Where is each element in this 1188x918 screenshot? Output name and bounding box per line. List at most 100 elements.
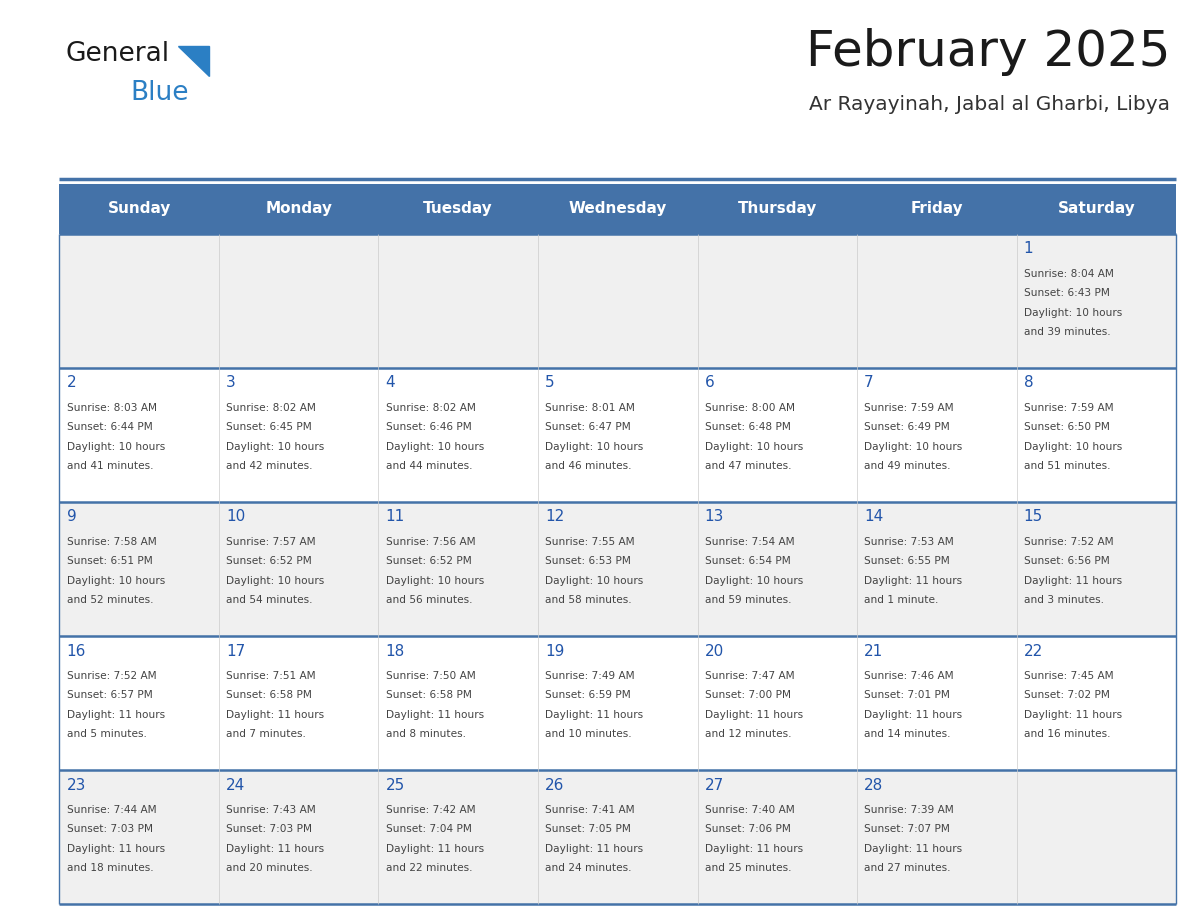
Text: and 47 minutes.: and 47 minutes. — [704, 461, 791, 471]
Text: Sunset: 6:58 PM: Sunset: 6:58 PM — [386, 690, 472, 700]
Text: Daylight: 10 hours: Daylight: 10 hours — [1024, 308, 1121, 318]
Text: 1: 1 — [1024, 241, 1034, 256]
Text: and 46 minutes.: and 46 minutes. — [545, 461, 632, 471]
Text: 19: 19 — [545, 644, 564, 658]
Text: Sunset: 6:44 PM: Sunset: 6:44 PM — [67, 422, 152, 432]
Text: Daylight: 10 hours: Daylight: 10 hours — [545, 442, 644, 452]
Text: Daylight: 11 hours: Daylight: 11 hours — [67, 844, 165, 854]
Text: and 7 minutes.: and 7 minutes. — [226, 729, 307, 739]
Text: Wednesday: Wednesday — [569, 201, 666, 217]
Text: Daylight: 10 hours: Daylight: 10 hours — [386, 442, 484, 452]
Text: Sunrise: 7:51 AM: Sunrise: 7:51 AM — [226, 671, 316, 681]
Text: Sunrise: 7:46 AM: Sunrise: 7:46 AM — [864, 671, 954, 681]
Text: Sunset: 6:46 PM: Sunset: 6:46 PM — [386, 422, 472, 432]
Text: and 12 minutes.: and 12 minutes. — [704, 729, 791, 739]
Text: 22: 22 — [1024, 644, 1043, 658]
Bar — [59, 636, 1176, 770]
Text: Sunrise: 7:52 AM: Sunrise: 7:52 AM — [1024, 537, 1113, 547]
Text: Daylight: 11 hours: Daylight: 11 hours — [545, 710, 643, 720]
Text: and 20 minutes.: and 20 minutes. — [226, 863, 312, 873]
Text: Sunrise: 7:59 AM: Sunrise: 7:59 AM — [1024, 403, 1113, 413]
Text: 12: 12 — [545, 509, 564, 524]
Text: 17: 17 — [226, 644, 245, 658]
Text: Daylight: 11 hours: Daylight: 11 hours — [386, 844, 484, 854]
Text: and 18 minutes.: and 18 minutes. — [67, 863, 153, 873]
Text: and 39 minutes.: and 39 minutes. — [1024, 327, 1111, 337]
Text: 5: 5 — [545, 375, 555, 390]
Text: Daylight: 10 hours: Daylight: 10 hours — [226, 576, 324, 586]
Text: and 8 minutes.: and 8 minutes. — [386, 729, 466, 739]
Text: February 2025: February 2025 — [805, 28, 1170, 75]
Text: 21: 21 — [864, 644, 884, 658]
Text: Sunrise: 7:57 AM: Sunrise: 7:57 AM — [226, 537, 316, 547]
Text: 25: 25 — [386, 778, 405, 792]
Text: Sunset: 6:52 PM: Sunset: 6:52 PM — [386, 556, 472, 566]
Text: Daylight: 10 hours: Daylight: 10 hours — [704, 576, 803, 586]
Text: and 16 minutes.: and 16 minutes. — [1024, 729, 1111, 739]
Text: 11: 11 — [386, 509, 405, 524]
Text: Sunrise: 7:45 AM: Sunrise: 7:45 AM — [1024, 671, 1113, 681]
Text: 26: 26 — [545, 778, 564, 792]
Text: Sunrise: 8:03 AM: Sunrise: 8:03 AM — [67, 403, 157, 413]
Text: Sunset: 6:51 PM: Sunset: 6:51 PM — [67, 556, 152, 566]
Text: Tuesday: Tuesday — [423, 201, 493, 217]
Text: Sunrise: 8:04 AM: Sunrise: 8:04 AM — [1024, 269, 1113, 279]
Text: Sunset: 7:00 PM: Sunset: 7:00 PM — [704, 690, 791, 700]
Text: Sunrise: 7:49 AM: Sunrise: 7:49 AM — [545, 671, 634, 681]
Text: 7: 7 — [864, 375, 874, 390]
Text: 9: 9 — [67, 509, 76, 524]
Text: and 58 minutes.: and 58 minutes. — [545, 595, 632, 605]
Text: Thursday: Thursday — [738, 201, 817, 217]
Text: and 24 minutes.: and 24 minutes. — [545, 863, 632, 873]
Text: and 10 minutes.: and 10 minutes. — [545, 729, 632, 739]
Text: 2: 2 — [67, 375, 76, 390]
Text: Daylight: 10 hours: Daylight: 10 hours — [545, 576, 644, 586]
Text: Sunset: 7:07 PM: Sunset: 7:07 PM — [864, 824, 950, 834]
Text: 14: 14 — [864, 509, 884, 524]
Text: Daylight: 11 hours: Daylight: 11 hours — [545, 844, 643, 854]
Text: Sunset: 7:03 PM: Sunset: 7:03 PM — [226, 824, 312, 834]
Text: Sunset: 7:05 PM: Sunset: 7:05 PM — [545, 824, 631, 834]
Text: Sunrise: 7:56 AM: Sunrise: 7:56 AM — [386, 537, 475, 547]
Text: Sunrise: 7:47 AM: Sunrise: 7:47 AM — [704, 671, 795, 681]
Text: Ar Rayayinah, Jabal al Gharbi, Libya: Ar Rayayinah, Jabal al Gharbi, Libya — [809, 95, 1170, 114]
Text: Daylight: 11 hours: Daylight: 11 hours — [1024, 576, 1121, 586]
Text: and 22 minutes.: and 22 minutes. — [386, 863, 472, 873]
Text: Sunset: 6:49 PM: Sunset: 6:49 PM — [864, 422, 950, 432]
Text: 16: 16 — [67, 644, 86, 658]
Text: and 1 minute.: and 1 minute. — [864, 595, 939, 605]
Text: Sunset: 6:59 PM: Sunset: 6:59 PM — [545, 690, 631, 700]
Text: Friday: Friday — [910, 201, 963, 217]
Text: Daylight: 11 hours: Daylight: 11 hours — [864, 844, 962, 854]
Text: Saturday: Saturday — [1057, 201, 1136, 217]
Text: 6: 6 — [704, 375, 714, 390]
Text: Sunrise: 7:53 AM: Sunrise: 7:53 AM — [864, 537, 954, 547]
Text: Sunset: 6:50 PM: Sunset: 6:50 PM — [1024, 422, 1110, 432]
Text: Sunset: 6:55 PM: Sunset: 6:55 PM — [864, 556, 950, 566]
Text: Sunrise: 8:01 AM: Sunrise: 8:01 AM — [545, 403, 636, 413]
Text: Daylight: 11 hours: Daylight: 11 hours — [704, 710, 803, 720]
Text: Daylight: 11 hours: Daylight: 11 hours — [864, 710, 962, 720]
Text: General: General — [65, 41, 170, 67]
Text: 13: 13 — [704, 509, 723, 524]
Text: Sunrise: 7:59 AM: Sunrise: 7:59 AM — [864, 403, 954, 413]
Text: Sunrise: 7:54 AM: Sunrise: 7:54 AM — [704, 537, 795, 547]
Text: and 44 minutes.: and 44 minutes. — [386, 461, 472, 471]
Text: Daylight: 10 hours: Daylight: 10 hours — [864, 442, 962, 452]
Text: Daylight: 10 hours: Daylight: 10 hours — [67, 576, 165, 586]
Text: and 54 minutes.: and 54 minutes. — [226, 595, 312, 605]
Text: Sunset: 6:47 PM: Sunset: 6:47 PM — [545, 422, 631, 432]
Text: Sunset: 7:04 PM: Sunset: 7:04 PM — [386, 824, 472, 834]
Text: Sunrise: 7:44 AM: Sunrise: 7:44 AM — [67, 805, 156, 815]
Text: and 56 minutes.: and 56 minutes. — [386, 595, 472, 605]
Text: Daylight: 10 hours: Daylight: 10 hours — [67, 442, 165, 452]
Text: 27: 27 — [704, 778, 723, 792]
Text: Daylight: 11 hours: Daylight: 11 hours — [386, 710, 484, 720]
Text: Sunset: 6:57 PM: Sunset: 6:57 PM — [67, 690, 152, 700]
Text: Daylight: 11 hours: Daylight: 11 hours — [67, 710, 165, 720]
Text: and 14 minutes.: and 14 minutes. — [864, 729, 950, 739]
Text: 4: 4 — [386, 375, 396, 390]
Text: 23: 23 — [67, 778, 86, 792]
Text: 10: 10 — [226, 509, 245, 524]
Text: 20: 20 — [704, 644, 723, 658]
